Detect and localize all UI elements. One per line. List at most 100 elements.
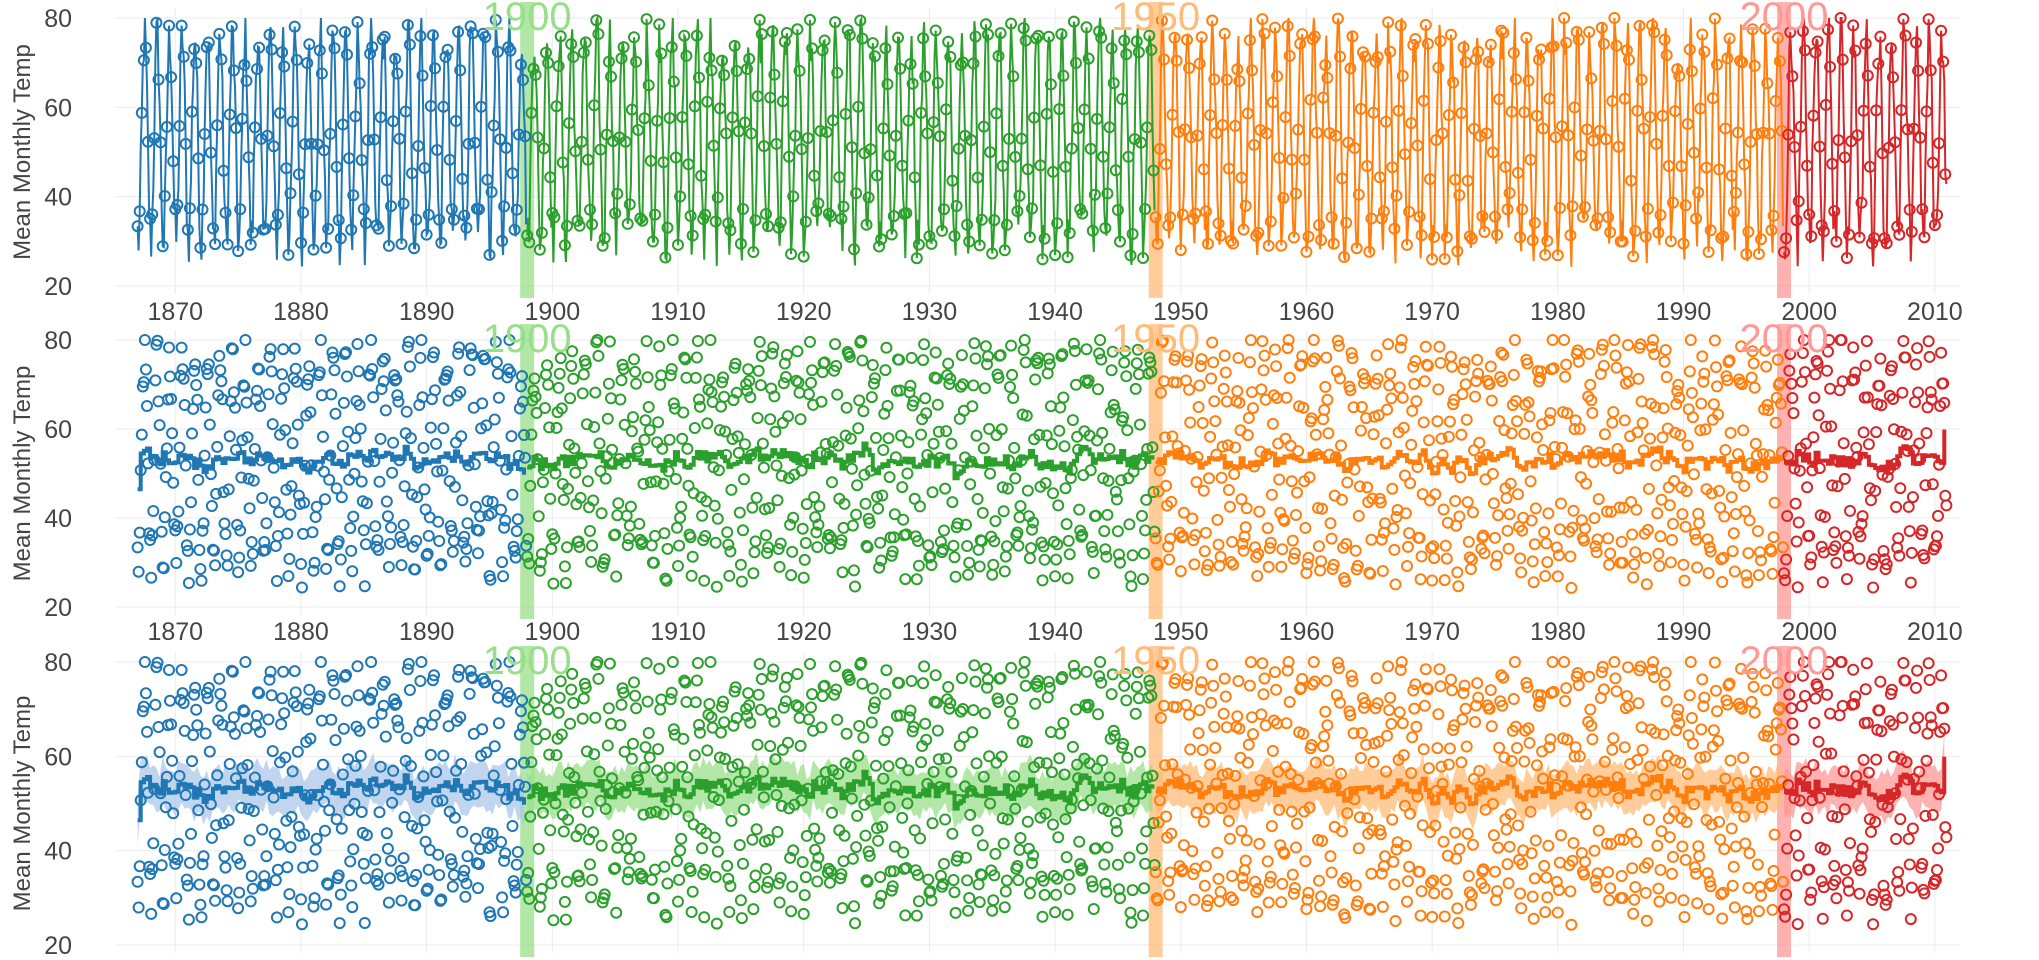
data-point: [277, 665, 290, 678]
data-point: [137, 54, 150, 67]
data-point: [1227, 237, 1240, 250]
data-point: [205, 831, 218, 844]
data-point: [609, 528, 622, 541]
data-point: [1433, 340, 1446, 353]
data-point: [1826, 479, 1839, 492]
data-point: [1564, 885, 1577, 898]
data-point: [901, 467, 914, 480]
x-tick-label: 1950: [1153, 298, 1209, 326]
data-point: [424, 100, 437, 112]
data-point: [1197, 815, 1210, 828]
data-point: [936, 224, 948, 237]
data-point: [1419, 340, 1432, 353]
data-point: [866, 359, 879, 371]
data-point: [522, 533, 535, 545]
data-point: [1405, 438, 1418, 451]
data-point: [1268, 389, 1280, 402]
data-point: [141, 400, 153, 412]
data-point: [533, 564, 546, 577]
data-point: [1862, 438, 1875, 451]
data-point: [481, 173, 494, 186]
data-point: [1622, 661, 1634, 674]
data-point: [209, 894, 222, 907]
data-point: [1416, 819, 1429, 832]
data-point: [1181, 678, 1193, 691]
data-point: [938, 857, 950, 870]
data-point: [1462, 870, 1475, 882]
data-point: [870, 759, 882, 772]
data-point: [505, 430, 518, 443]
data-point: [1859, 359, 1872, 372]
data-point: [944, 372, 957, 385]
data-point: [745, 127, 758, 140]
data-point: [1106, 345, 1119, 358]
x-tick-label: 1890: [399, 618, 455, 646]
data-point: [1579, 522, 1591, 535]
data-point: [1537, 772, 1550, 785]
data-point: [230, 122, 242, 135]
data-point: [915, 428, 927, 441]
data-point: [650, 475, 662, 488]
y-tick-label: 20: [44, 273, 72, 301]
data-point: [1477, 529, 1490, 542]
data-point: [888, 840, 901, 853]
data-point: [712, 794, 725, 806]
data-point: [195, 574, 208, 587]
data-point: [1616, 235, 1629, 248]
data-point: [920, 407, 933, 420]
data-point: [598, 888, 611, 901]
data-point: [261, 129, 274, 142]
data-point: [1689, 527, 1701, 540]
data-point: [527, 709, 540, 722]
data-point: [1087, 903, 1100, 915]
data-point: [1592, 824, 1605, 837]
data-point: [1539, 248, 1552, 261]
data-point: [445, 858, 458, 870]
data-point: [971, 171, 984, 184]
data-point: [1883, 389, 1896, 402]
data-point: [158, 844, 171, 856]
data-point: [1363, 245, 1376, 258]
data-point: [988, 869, 1001, 882]
data-point: [1588, 844, 1601, 857]
data-point: [262, 713, 275, 726]
data-point: [921, 127, 934, 140]
data-point: [575, 786, 588, 799]
data-point: [158, 511, 171, 524]
data-point: [1266, 417, 1279, 430]
data-point: [1703, 875, 1716, 888]
data-point: [836, 902, 849, 915]
data-point: [282, 248, 295, 261]
data-point: [1821, 364, 1833, 377]
data-point: [767, 663, 780, 676]
data-point: [1801, 159, 1814, 172]
data-point: [198, 128, 211, 140]
data-point: [552, 381, 565, 394]
data-point: [330, 160, 343, 173]
data-point: [1906, 822, 1919, 835]
data-point: [1432, 383, 1445, 396]
data-point: [904, 58, 917, 70]
data-point: [815, 395, 828, 408]
data-point: [1327, 558, 1340, 571]
data-point: [516, 370, 528, 383]
y-tick-label: 60: [44, 416, 72, 444]
data-point: [400, 732, 413, 745]
data-point: [1561, 733, 1574, 746]
data-point: [1877, 545, 1890, 557]
data-point: [845, 462, 858, 475]
data-point: [325, 388, 338, 401]
data-point: [1499, 160, 1512, 173]
data-point: [1749, 765, 1762, 778]
data-point: [1870, 753, 1883, 766]
data-point: [259, 878, 272, 891]
data-point: [1149, 211, 1162, 224]
data-point: [408, 242, 421, 255]
data-point: [196, 858, 209, 871]
data-point: [395, 894, 408, 907]
data-point: [358, 917, 371, 929]
data-point: [1380, 437, 1392, 450]
data-point: [763, 834, 776, 846]
data-point: [1080, 343, 1093, 356]
